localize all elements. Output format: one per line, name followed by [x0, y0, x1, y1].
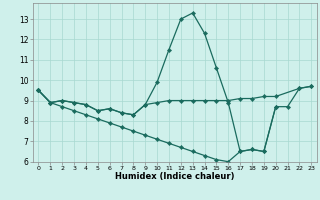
X-axis label: Humidex (Indice chaleur): Humidex (Indice chaleur) [115, 172, 235, 181]
